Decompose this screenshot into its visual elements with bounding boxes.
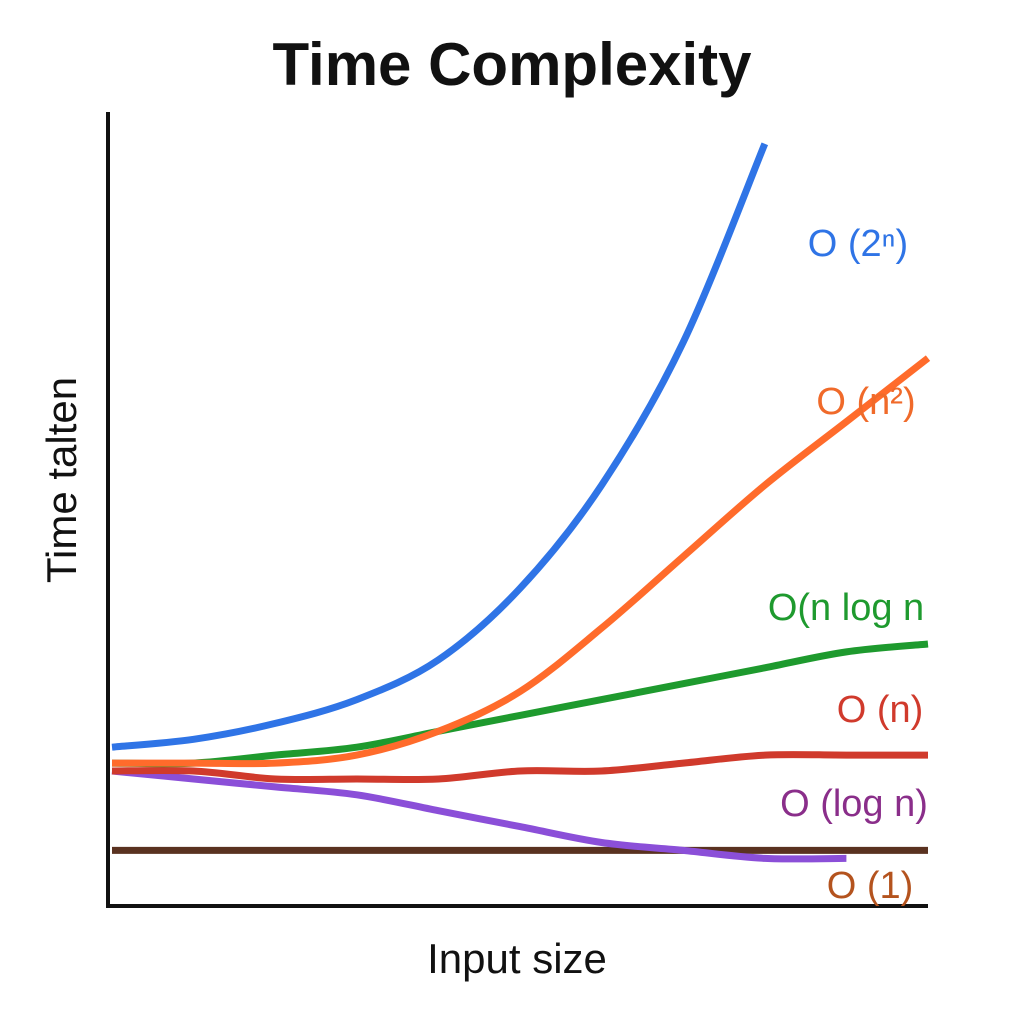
- series-line-o-log-n: [111, 767, 847, 863]
- series-line-o-2: [111, 142, 769, 751]
- series-label-4: O (log n): [780, 783, 928, 825]
- series-label-5: O (1): [827, 865, 914, 907]
- series-line-o-n-log-n: [111, 640, 929, 768]
- series-line-o-n: [111, 751, 928, 784]
- y-axis-label: Time talten: [38, 377, 85, 583]
- series-label-2: O(n log n: [768, 587, 924, 629]
- series-layer: [111, 142, 931, 863]
- x-axis-label: Input size: [427, 935, 607, 982]
- series-label-3: O (n): [837, 689, 924, 731]
- series-label-0: O (2ⁿ): [808, 223, 908, 265]
- series-label-layer: O (2ⁿ) O (n²) O(n log n O (n) O (log n) O (1): [768, 223, 928, 907]
- series-label-1: O (n²): [816, 381, 915, 423]
- series-line-o-n: [112, 355, 931, 768]
- chart-title: Time Complexity: [272, 31, 752, 98]
